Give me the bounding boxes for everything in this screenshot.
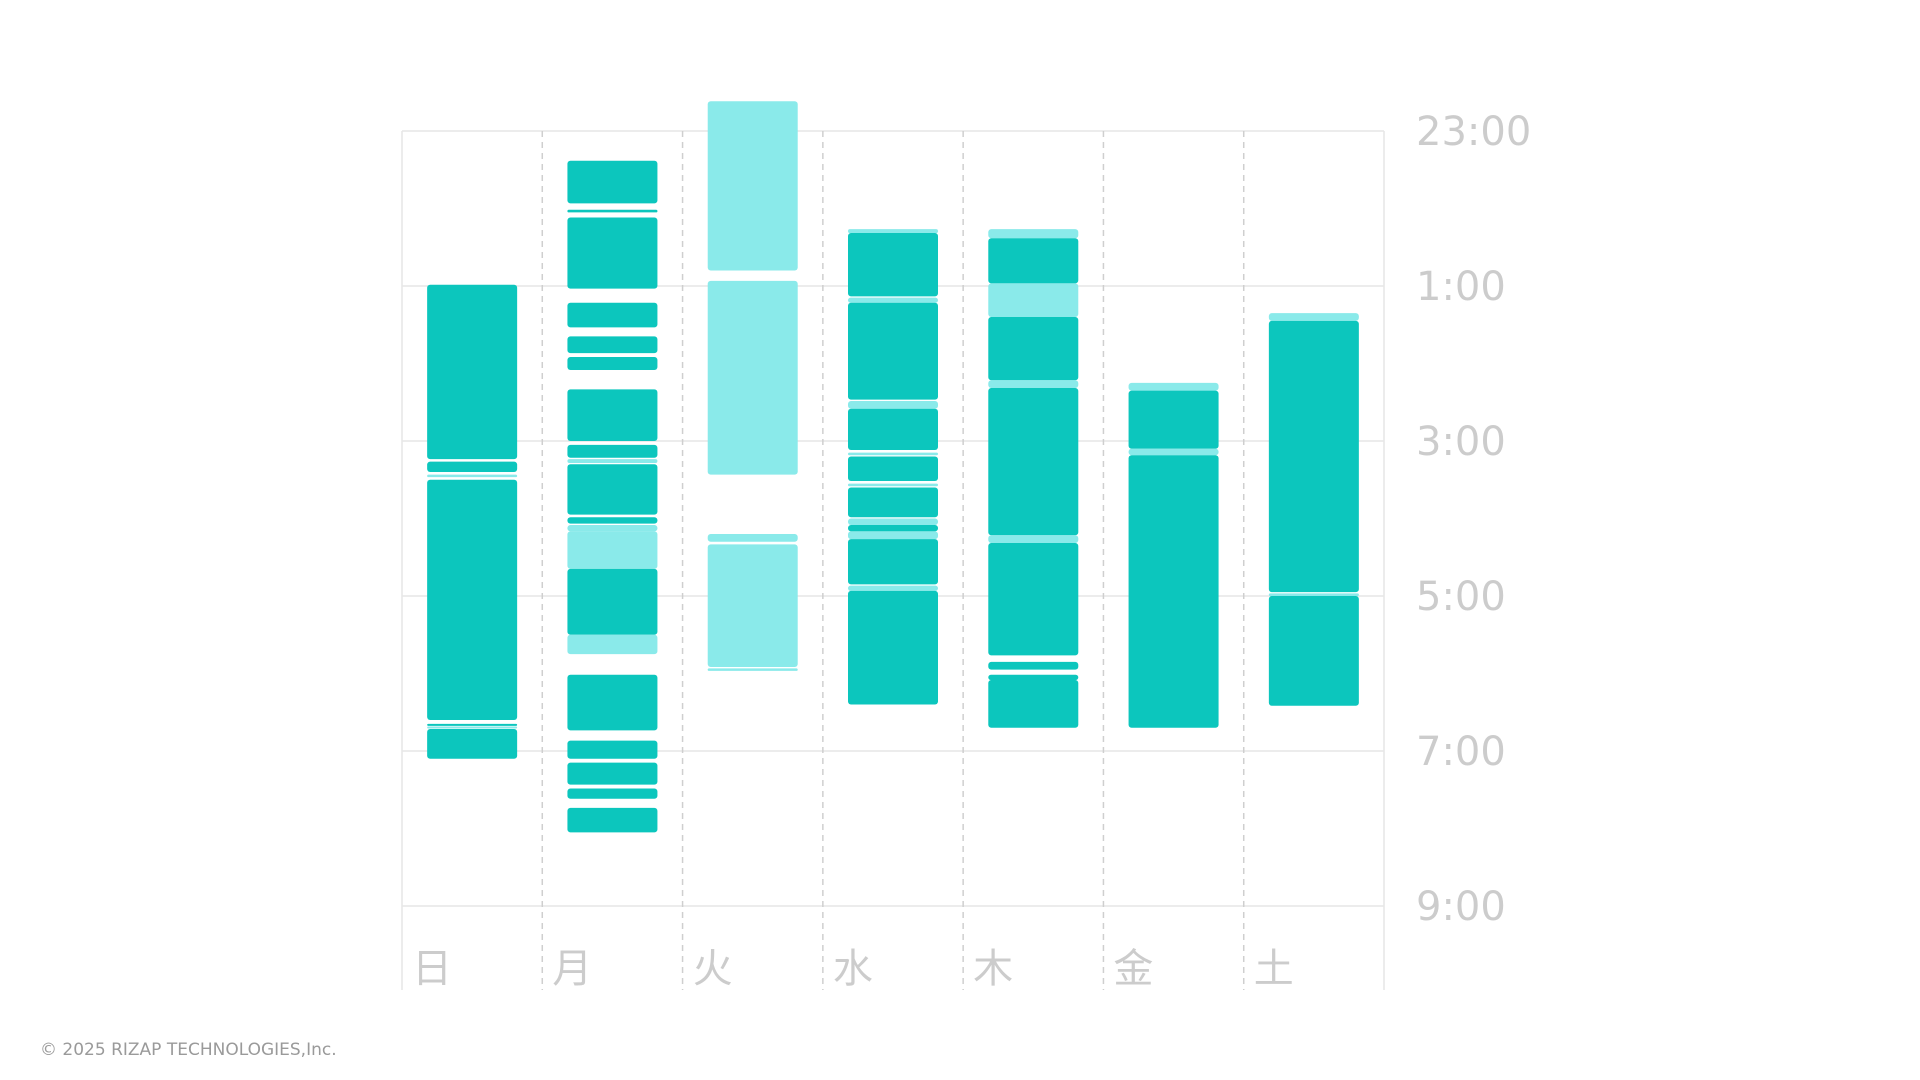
y-tick-label: 23:00	[1416, 109, 1531, 155]
x-tick-label: 金	[1113, 946, 1153, 992]
sleep-segment	[1268, 313, 1359, 321]
grid-layer	[401, 130, 1385, 990]
sleep-segment	[427, 284, 518, 460]
sleep-segment	[988, 229, 1079, 239]
sleep-segment	[567, 524, 658, 532]
sleep-segment	[848, 229, 938, 234]
sleep-segment	[427, 729, 518, 759]
sleep-segment	[567, 357, 658, 370]
sleep-segment	[848, 590, 938, 705]
sleep-segment	[848, 456, 938, 482]
sleep-segment	[567, 209, 658, 213]
sleep-segment	[1128, 390, 1219, 449]
sleep-segment	[427, 723, 518, 726]
sleep-segment	[848, 539, 938, 585]
sleep-segment	[567, 160, 658, 204]
sleep-segment	[988, 535, 1079, 544]
sleep-segment	[567, 762, 658, 785]
y-tick-label: 5:00	[1416, 574, 1506, 620]
sleep-segment	[707, 668, 798, 671]
sleep-segment	[567, 336, 658, 354]
y-tick-label: 7:00	[1416, 729, 1506, 775]
sleep-segment	[848, 518, 938, 525]
sleep-segment	[567, 302, 658, 328]
sleep-segment	[848, 400, 938, 409]
y-tick-label: 1:00	[1416, 264, 1506, 310]
sleep-segment	[567, 674, 658, 731]
sleep-segment	[1128, 448, 1219, 456]
sleep-segment	[988, 543, 1079, 656]
sleep-segment	[567, 217, 658, 289]
labels-layer: 23:00 1:00 3:00 5:00 7:00 9:00 日 月 火 水 木 金 土	[412, 109, 1531, 992]
sleep-segment	[848, 483, 938, 487]
sleep-segment	[1268, 593, 1359, 596]
sleep-segment	[707, 544, 798, 668]
sleep-segment	[567, 464, 658, 515]
x-tick-label: 水	[833, 946, 873, 992]
sleep-segment	[848, 585, 938, 591]
sleep-segment	[567, 788, 658, 799]
sleep-segment	[567, 517, 658, 524]
sleep-segment	[707, 534, 798, 542]
sleep-segment	[427, 479, 518, 720]
sleep-segment	[567, 807, 658, 833]
sleep-segment	[848, 408, 938, 451]
sleep-segment	[567, 389, 658, 441]
x-tick-label: 土	[1254, 946, 1294, 992]
x-tick-label: 火	[693, 946, 733, 992]
sleep-segment	[848, 452, 938, 456]
sleep-segment	[988, 674, 1079, 680]
x-tick-label: 木	[973, 946, 1013, 992]
sleep-segment	[848, 233, 938, 297]
sleep-segment	[848, 487, 938, 518]
sleep-segment	[707, 280, 798, 475]
x-tick-label: 日	[412, 946, 452, 992]
sleep-segment	[848, 297, 938, 303]
sleep-segment	[567, 634, 658, 655]
sleep-segment	[848, 531, 938, 540]
sleep-segment	[988, 388, 1079, 536]
sleep-segment	[567, 740, 658, 759]
sleep-segment	[988, 317, 1079, 381]
sleep-segment	[988, 238, 1079, 284]
sleep-segment	[988, 380, 1079, 389]
sleep-segment	[567, 568, 658, 635]
bars-layer	[427, 101, 1359, 833]
sleep-segment	[707, 101, 798, 271]
sleep-segment	[848, 302, 938, 400]
sleep-segment	[567, 459, 658, 463]
y-tick-label: 9:00	[1416, 884, 1506, 930]
sleep-segment	[1268, 596, 1359, 706]
sleep-segment	[567, 444, 658, 458]
sleep-segment	[1268, 320, 1359, 593]
sleep-segment	[988, 283, 1079, 317]
sleep-segment	[988, 679, 1079, 728]
copyright-text: © 2025 RIZAP TECHNOLOGIES,Inc.	[40, 1040, 337, 1060]
sleep-segment	[567, 531, 658, 569]
sleep-segment	[1128, 455, 1219, 728]
sleep-segment	[1128, 382, 1219, 391]
sleep-segment	[427, 461, 518, 472]
sleep-segment	[848, 524, 938, 532]
sleep-segment	[427, 474, 518, 478]
x-tick-label: 月	[552, 946, 592, 992]
sleep-segment	[427, 726, 518, 729]
sleep-segment	[988, 661, 1079, 670]
y-tick-label: 3:00	[1416, 419, 1506, 465]
